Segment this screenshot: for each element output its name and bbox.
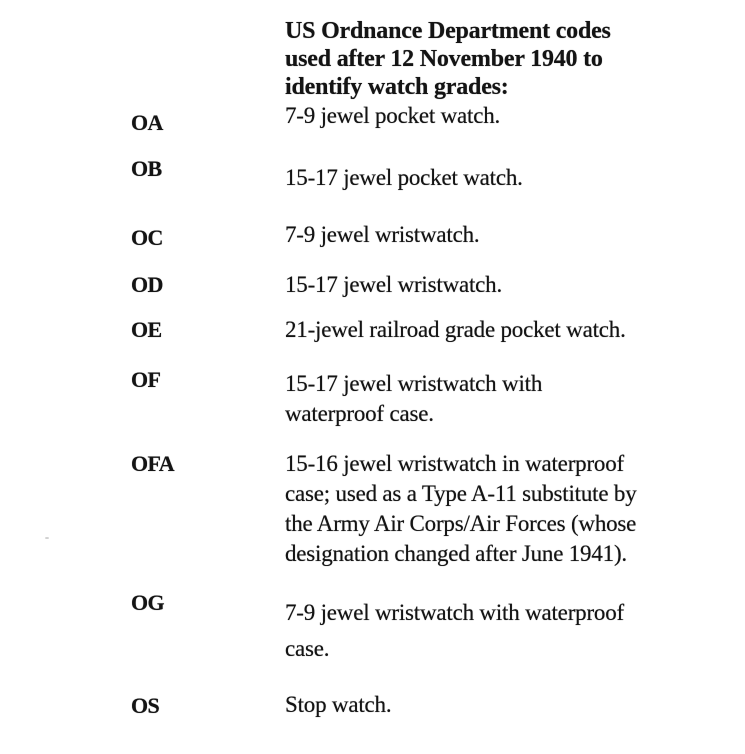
- code-label-od: OD: [131, 272, 163, 297]
- code-label-oa: OA: [131, 110, 163, 135]
- entry-description-oa: 7-9 jewel pocket watch.: [285, 101, 500, 131]
- code-label-oc: OC: [131, 225, 163, 250]
- header-line-3: identify watch grades:: [285, 74, 509, 100]
- code-label-of: OF: [131, 367, 161, 392]
- description-line: Stop watch.: [285, 692, 392, 717]
- header-line-1: US Ordnance Department codes: [285, 18, 611, 44]
- entry-description-oe: 21-jewel railroad grade pocket watch.: [285, 315, 626, 345]
- description-line: 7-9 jewel pocket watch.: [285, 103, 501, 128]
- description-line: designation changed after June 1941).: [285, 541, 627, 566]
- description-line: 7-9 jewel wristwatch.: [285, 222, 480, 247]
- code-label-ofa: OFA: [131, 451, 175, 476]
- table-header: US Ordnance Department codes used after …: [285, 17, 611, 101]
- description-line: case; used as a Type A-11 substitute by: [285, 481, 637, 506]
- description-line: 15-17 jewel wristwatch.: [285, 272, 503, 297]
- description-line: 15-17 jewel pocket watch.: [285, 165, 523, 190]
- entry-description-oc: 7-9 jewel wristwatch.: [285, 220, 480, 250]
- description-line: 15-17 jewel wristwatch with: [285, 371, 543, 396]
- entry-description-og: 7-9 jewel wristwatch with waterproof cas…: [285, 595, 624, 667]
- code-label-os: OS: [131, 693, 160, 718]
- scan-speck-artifact: [45, 537, 49, 539]
- code-label-ob: OB: [131, 156, 162, 181]
- entry-description-ob: 15-17 jewel pocket watch.: [285, 163, 523, 193]
- description-line: waterproof case.: [285, 401, 434, 426]
- entry-description-os: Stop watch.: [285, 690, 392, 720]
- description-line: case.: [285, 636, 330, 661]
- description-line: the Army Air Corps/Air Forces (whose: [285, 511, 637, 536]
- description-line: 21-jewel railroad grade pocket watch.: [285, 317, 626, 342]
- header-line-2: used after 12 November 1940 to: [285, 46, 603, 72]
- description-line: 15-16 jewel wristwatch in waterproof: [285, 451, 624, 476]
- code-label-og: OG: [131, 590, 165, 615]
- entry-description-od: 15-17 jewel wristwatch.: [285, 270, 502, 300]
- description-line: 7-9 jewel wristwatch with waterproof: [285, 600, 624, 625]
- code-label-oe: OE: [131, 317, 162, 342]
- entry-description-ofa: 15-16 jewel wristwatch in waterproof cas…: [285, 449, 637, 569]
- entry-description-of: 15-17 jewel wristwatch with waterproof c…: [285, 369, 542, 429]
